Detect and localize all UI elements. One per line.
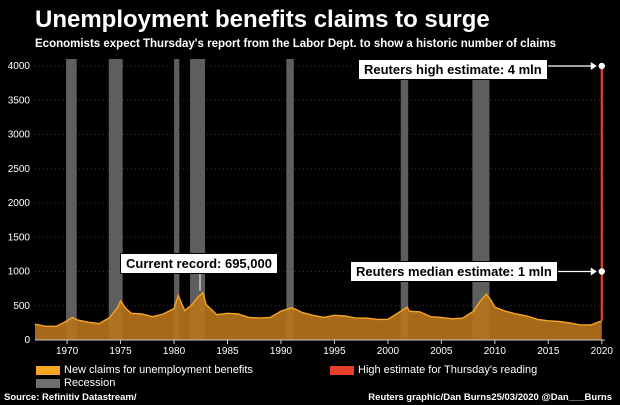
x-tick-label-2020: 2020: [591, 346, 614, 357]
legend-label-recession: Recession: [64, 377, 116, 389]
legend-swatch-high-estimate: [330, 365, 354, 375]
x-tick-label-1975: 1975: [109, 346, 132, 357]
x-tick-label-1980: 1980: [163, 346, 186, 357]
legend-label-claims: New claims for unemployment benefits: [64, 364, 253, 376]
y-tick-label-3000: 3000: [8, 130, 31, 141]
x-tick-label-1985: 1985: [216, 346, 239, 357]
y-tick-label-1500: 1500: [8, 232, 31, 243]
x-tick-label-1970: 1970: [56, 346, 79, 357]
legend-swatch-claims: [36, 365, 60, 375]
y-tick-label-500: 500: [13, 301, 30, 312]
legend-swatch-recession: [36, 378, 60, 388]
claims-area: [35, 292, 602, 340]
legend-item-claims: New claims for unemployment benefits: [36, 364, 253, 376]
recession-band-4: [286, 59, 294, 340]
annotation-current-record: Current record: 695,000: [120, 253, 278, 274]
y-tick-label-1000: 1000: [8, 267, 31, 278]
y-tick-label-4000: 4000: [8, 61, 31, 72]
recession-band-0: [66, 59, 77, 340]
credit-note: Reuters graphic/Dan Burns25/03/2020 @Dan…: [368, 392, 612, 403]
claims-line: [34, 291, 603, 327]
annotation-high-estimate: Reuters high estimate: 4 mln: [358, 59, 548, 80]
legend-item-high-estimate: High estimate for Thursday's reading: [330, 364, 537, 376]
x-tick-label-2005: 2005: [430, 346, 453, 357]
y-tick-label-2000: 2000: [8, 198, 31, 209]
y-tick-label-0: 0: [24, 335, 30, 346]
recession-band-1: [108, 59, 123, 340]
legend-item-recession: Recession: [36, 377, 115, 389]
y-tick-label-3500: 3500: [8, 95, 31, 106]
x-tick-label-1990: 1990: [270, 346, 293, 357]
estimate-point-0: [598, 62, 605, 70]
estimate-point-1: [598, 268, 605, 275]
annotation-median-estimate: Reuters median estimate: 1 mln: [350, 261, 558, 282]
x-tick-label-2000: 2000: [377, 346, 400, 357]
legend-label-high-estimate: High estimate for Thursday's reading: [358, 364, 538, 376]
y-tick-label-2500: 2500: [8, 164, 31, 175]
x-tick-label-2010: 2010: [484, 346, 507, 357]
chart-title: Unemployment benefits claims to surge: [35, 6, 490, 33]
chart-subtitle: Economists expect Thursday's report from…: [35, 38, 556, 50]
recession-band-5: [400, 59, 409, 340]
recession-band-2: [174, 59, 180, 340]
x-tick-label-2015: 2015: [537, 346, 560, 357]
estimate-arrowhead-1: [590, 267, 597, 276]
x-tick-label-1995: 1995: [323, 346, 346, 357]
estimate-arrowhead-0: [590, 62, 597, 70]
source-note: Source: Refinitiv Datastream/: [4, 392, 137, 403]
